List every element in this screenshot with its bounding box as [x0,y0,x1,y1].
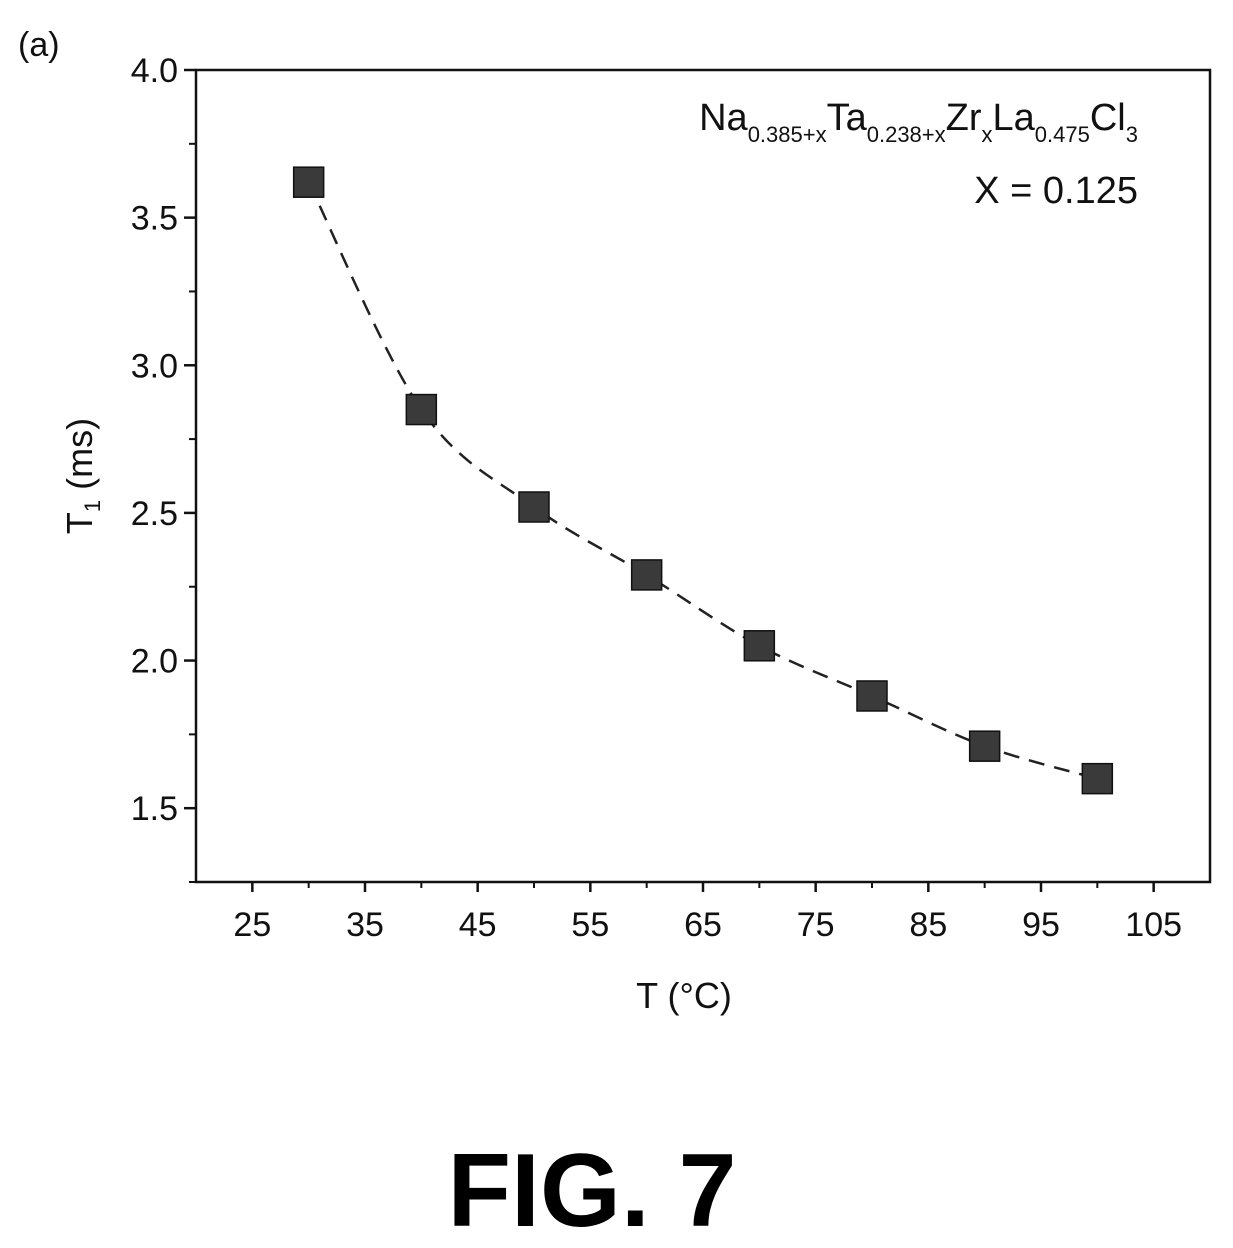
x-tick-label: 65 [684,906,722,944]
formula-element: Zr [946,97,982,139]
formula-subscript: 0.475 [1035,122,1090,147]
formula-element: La [993,97,1036,139]
formula-element: Ta [827,97,868,139]
y-axis-title: T1 (ms) [59,418,105,534]
data-point-square [743,630,776,662]
y-axis-title-rest: (ms) [59,418,100,500]
series-dashed-line [307,181,1098,780]
x-tick-label: 105 [1125,906,1182,944]
y-tick-label: 1.5 [131,790,178,828]
x-tick-label: 45 [459,906,497,944]
data-point-square [405,393,438,426]
x-axis-tick-labels: 25 35 45 55 65 75 85 95 105 [233,906,1182,944]
y-tick-label: 2.0 [131,643,178,681]
x-axis-title: T (°C) [636,975,732,1016]
data-point-square [292,166,325,198]
formula-subscript: 3 [1126,122,1138,147]
figure-caption: FIG. 7 [448,1133,737,1248]
data-point-square [1081,762,1114,795]
y-axis-ticks [184,68,196,883]
y-tick-label: 2.5 [131,495,178,533]
x-tick-label: 25 [233,906,271,944]
composition-formula: Na0.385+xTa0.238+xZrxLa0.475Cl3 [699,97,1138,147]
y-axis-title-sub: 1 [80,500,105,512]
x-value-annotation: X = 0.125 [974,170,1138,212]
series-markers [292,166,1114,795]
x-tick-label: 35 [346,906,384,944]
formula-subscript: 0.385+x [748,122,827,147]
formula-element: Na [699,97,748,139]
y-tick-label: 3.5 [131,200,178,238]
formula-element: Cl [1090,97,1126,139]
x-axis-ticks [251,882,1155,892]
y-tick-label: 4.0 [131,52,178,90]
data-point-square [856,680,888,712]
data-point-square [518,491,550,523]
y-tick-label: 3.0 [131,347,178,385]
y-axis-tick-labels: 1.5 2.0 2.5 3.0 3.5 4.0 [131,52,178,828]
data-point-square [968,730,1001,762]
data-point-square [630,559,663,591]
x-tick-label: 75 [797,906,835,944]
formula-subscript: 0.238+x [867,122,946,147]
x-tick-label: 95 [1022,906,1060,944]
x-tick-label: 55 [571,906,609,944]
x-tick-label: 85 [909,906,947,944]
panel-label: (a) [18,26,60,64]
y-axis-title-main: T [59,512,100,534]
formula-subscript: x [982,122,993,147]
